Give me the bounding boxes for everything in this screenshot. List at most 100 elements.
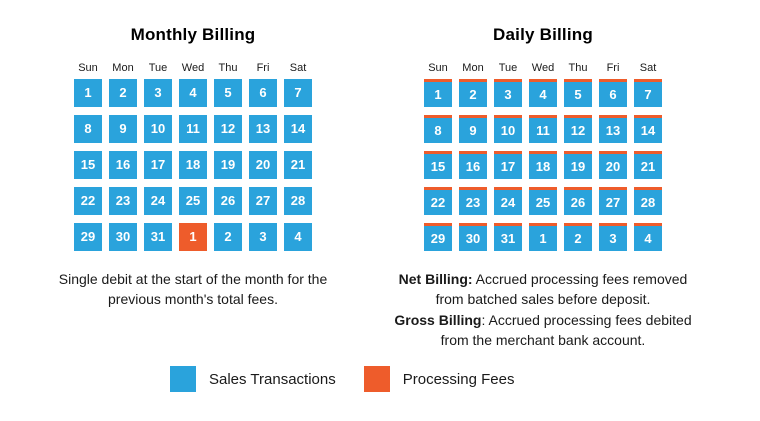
calendar-day: 9: [109, 115, 137, 143]
calendar-day: 3: [144, 79, 172, 107]
calendar-day: 24: [144, 187, 172, 215]
caption-line: from the merchant bank account.: [440, 331, 646, 348]
processing-fees-label: Processing Fees: [402, 370, 515, 388]
calendar-day: 30: [459, 223, 487, 251]
weekday-label: Mon: [462, 62, 484, 74]
calendar-day: 27: [249, 187, 277, 215]
calendar-day: 2: [564, 223, 592, 251]
calendar-day: 5: [564, 79, 592, 107]
calendar-day: 11: [529, 115, 557, 143]
caption-line: Single debit at the start of the month f…: [58, 271, 328, 287]
calendar-day: 13: [599, 115, 627, 143]
weekday-label: Thu: [568, 62, 588, 74]
calendar-day: 8: [424, 115, 452, 143]
calendar-day: 13: [249, 115, 277, 143]
weekday-label: Tue: [498, 62, 518, 74]
calendar-day: 19: [564, 151, 592, 179]
calendar-day: 12: [564, 115, 592, 143]
weekday-label: Thu: [218, 62, 238, 74]
calendar-day: 19: [214, 151, 242, 179]
calendar-day: 31: [494, 223, 522, 251]
weekday-label: Sat: [639, 62, 657, 74]
weekday-label: Wed: [531, 62, 555, 74]
weekday-label: Tue: [148, 62, 168, 74]
calendar-day: 28: [634, 187, 662, 215]
legend-item-processing-fees: Processing Fees: [363, 366, 515, 392]
calendar-day: 26: [214, 187, 242, 215]
calendar-day: 31: [144, 223, 172, 251]
calendar-day: 5: [214, 79, 242, 107]
calendar-day: 18: [529, 151, 557, 179]
calendar-day: 1: [529, 223, 557, 251]
calendar-day: 22: [74, 187, 102, 215]
calendar-day: 6: [599, 79, 627, 107]
calendar-day: 18: [179, 151, 207, 179]
sales-transactions-swatch: [170, 366, 196, 392]
calendar-day: 10: [144, 115, 172, 143]
calendar-day: 20: [249, 151, 277, 179]
weekday-header-row: Sun Mon Tue Wed Thu Fri Sat: [371, 62, 715, 74]
calendar-day: 29: [424, 223, 452, 251]
calendar-day: 29: [74, 223, 102, 251]
calendar-day: 15: [424, 151, 452, 179]
weekday-label: Fri: [256, 62, 270, 74]
weekday-label: Sun: [78, 62, 98, 74]
caption-line: from batched sales before deposit.: [435, 291, 651, 308]
calendar-day: 12: [214, 115, 242, 143]
calendar-day: 4: [634, 223, 662, 251]
daily-billing-caption: Net Billing: Accrued processing fees rem…: [371, 269, 715, 350]
calendar-day-fee: 1: [179, 223, 207, 251]
calendar-day: 9: [459, 115, 487, 143]
calendar-day: 30: [109, 223, 137, 251]
sales-transactions-label: Sales Transactions: [209, 370, 336, 388]
weekday-label: Sun: [428, 62, 448, 74]
legend-item-sales-transactions: Sales Transactions: [170, 366, 336, 392]
calendar-day: 4: [529, 79, 557, 107]
calendar-day: 20: [599, 151, 627, 179]
calendar-day: 27: [599, 187, 627, 215]
monthly-billing-caption: Single debit at the start of the month f…: [21, 269, 365, 310]
calendar-day: 2: [109, 79, 137, 107]
calendar-day: 4: [179, 79, 207, 107]
caption-line: Gross Billing: Accrued processing fees d…: [394, 311, 692, 328]
calendar-day: 25: [529, 187, 557, 215]
calendar-day: 7: [284, 79, 312, 107]
calendar-day: 3: [249, 223, 277, 251]
daily-billing-title: Daily Billing: [493, 25, 593, 44]
calendar-day: 21: [284, 151, 312, 179]
calendar-day: 14: [284, 115, 312, 143]
calendar-day: 8: [74, 115, 102, 143]
weekday-label: Fri: [606, 62, 620, 74]
calendar-day: 25: [179, 187, 207, 215]
calendar-day: 3: [599, 223, 627, 251]
calendar-day: 28: [284, 187, 312, 215]
legend: Sales Transactions Processing Fees: [170, 366, 514, 392]
calendar-day: 15: [74, 151, 102, 179]
calendar-day: 23: [459, 187, 487, 215]
weekday-label: Wed: [181, 62, 205, 74]
calendar-day: 16: [109, 151, 137, 179]
caption-line: Net Billing: Accrued processing fees rem…: [398, 271, 688, 287]
weekday-header-row: Sun Mon Tue Wed Thu Fri Sat: [21, 62, 365, 74]
weekday-label: Mon: [112, 62, 134, 74]
monthly-calendar-grid: 1 2 3 4 5 6 7 8 9 10 11 12 13 14 15 16 17 18 19 20 21 22 23 24 2…: [21, 79, 365, 251]
calendar-day: 3: [494, 79, 522, 107]
calendar-day: 26: [564, 187, 592, 215]
calendar-day: 1: [424, 79, 452, 107]
calendar-day: 2: [459, 79, 487, 107]
calendar-day: 10: [494, 115, 522, 143]
calendar-day: 21: [634, 151, 662, 179]
calendar-day: 14: [634, 115, 662, 143]
calendar-day: 23: [109, 187, 137, 215]
calendar-day: 17: [144, 151, 172, 179]
monthly-billing-title: Monthly Billing: [130, 25, 256, 44]
calendar-day: 6: [249, 79, 277, 107]
processing-fees-swatch: [363, 366, 390, 392]
calendar-day: 7: [634, 79, 662, 107]
calendar-day: 16: [459, 151, 487, 179]
caption-line: previous month's total fees.: [108, 291, 278, 308]
calendar-day: 2: [214, 223, 242, 251]
